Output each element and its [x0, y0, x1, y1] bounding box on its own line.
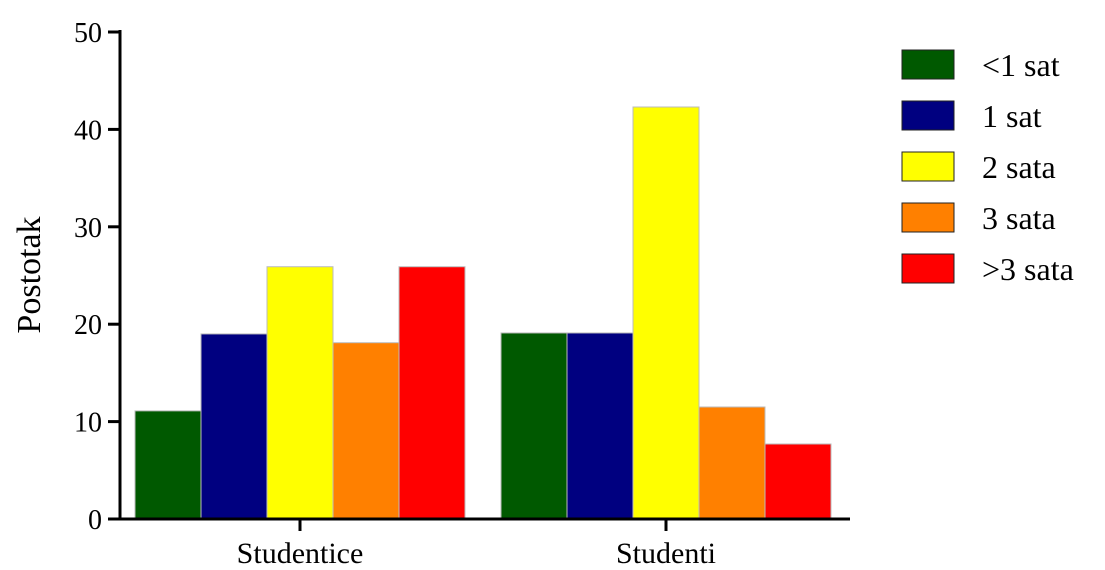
y-axis-label: Postotak — [11, 216, 48, 333]
bar-studentice-series-3 — [266, 266, 334, 520]
legend-swatch — [901, 253, 955, 284]
y-tick-label: 0 — [88, 505, 102, 536]
x-axis: Studentice Studenti — [108, 517, 850, 570]
y-tick-label: 40 — [74, 115, 102, 146]
bar-studenti-series-2 — [566, 332, 634, 520]
bar-studentice-series-5 — [398, 266, 466, 520]
y-tick-label: 10 — [74, 408, 102, 439]
bar-studentice-series-2 — [200, 333, 268, 520]
legend-swatch — [901, 202, 955, 233]
legend-swatch — [901, 49, 955, 80]
legend: <1 sat 1 sat 2 sata 3 sata >3 sata — [901, 47, 1074, 287]
bar-studenti-series-5 — [764, 443, 832, 520]
bar-studentice-series-1 — [134, 410, 202, 520]
bar-studenti-series-1 — [500, 332, 568, 520]
legend-swatch — [901, 100, 955, 131]
legend-swatch — [901, 151, 955, 182]
bar-studenti-series-4 — [698, 406, 766, 520]
legend-label: >3 sata — [982, 251, 1074, 287]
bar-studenti-series-3 — [632, 106, 700, 520]
legend-label: <1 sat — [982, 47, 1060, 83]
y-tick-label: 50 — [74, 18, 102, 49]
legend-label: 3 sata — [982, 200, 1056, 236]
y-tick-label: 30 — [74, 213, 102, 244]
x-category-label: Studenti — [616, 537, 716, 570]
x-category-label: Studentice — [237, 537, 364, 570]
y-tick-label: 20 — [74, 310, 102, 341]
legend-label: 1 sat — [982, 98, 1042, 134]
bars-group — [134, 106, 832, 520]
legend-label: 2 sata — [982, 149, 1056, 185]
bar-studentice-series-4 — [332, 342, 400, 520]
y-axis: 0 10 20 30 40 50 — [74, 18, 122, 536]
